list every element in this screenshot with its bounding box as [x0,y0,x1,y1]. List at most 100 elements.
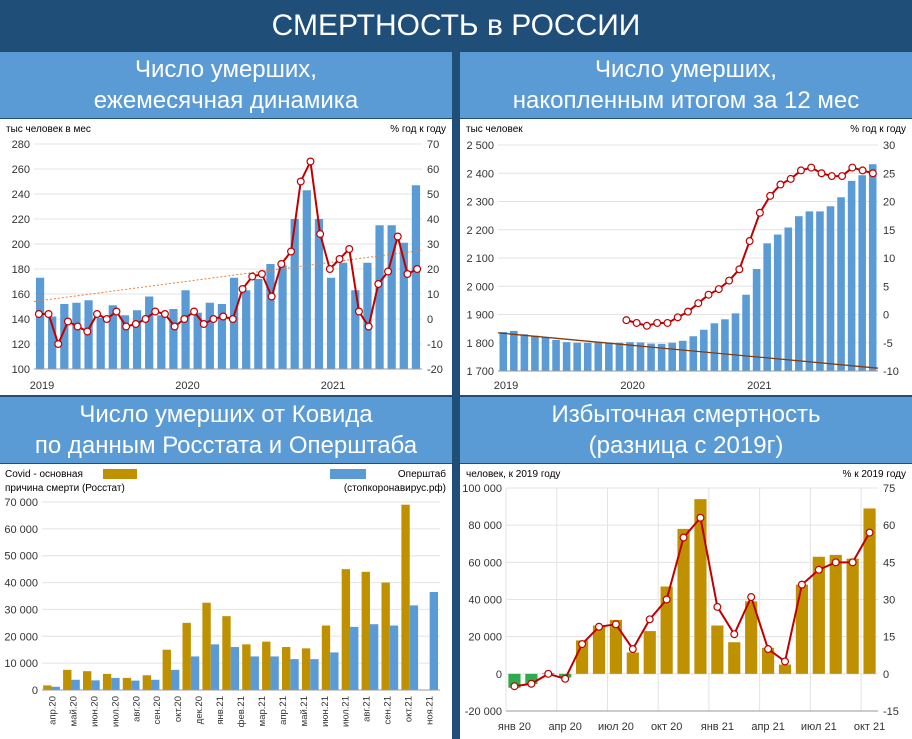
bar [868,164,877,371]
y-tick-label: 2 100 [466,253,494,265]
line-point [34,310,43,319]
x-tick-label: сен.20 [152,696,163,725]
bar [829,554,842,674]
y-tick-label: 2 400 [466,168,494,180]
bar [169,309,178,369]
chart-monthly: 100 120 140 160 180 200 220 240 260 280 -20 -10 0 10 2… [6,124,446,392]
bar [858,175,866,371]
bar-rosstat [182,622,191,690]
bar-operstab [131,680,140,690]
y-tick-label: 1 800 [466,338,494,350]
bar-rosstat [202,602,211,690]
bar-rosstat [281,647,291,690]
bar [689,336,698,371]
bar [626,652,639,674]
bar [60,304,69,369]
x-tick-label: янв 21 [701,721,734,733]
x-tick-label: апр 21 [751,721,784,733]
bar [826,206,835,371]
bar-operstab [170,669,180,690]
y-tick-label: 60 000 [4,524,38,536]
bar [339,262,348,369]
y-tick-label: 20 000 [468,632,502,644]
line-point [354,307,363,316]
line-point [209,315,218,324]
bar [594,342,603,371]
line-point [611,620,620,629]
bar-rosstat [341,569,351,690]
y2-tick-label: 0 [427,314,433,326]
line-point [364,322,373,331]
panel-header-line: Число умерших, [595,56,777,83]
panel-header-line: ежемесячная динамика [93,87,359,114]
line-point [595,622,604,631]
x-tick-label: мар.21 [257,696,268,726]
y2-tick-label: 5 [883,281,889,293]
y2-tick-label: 30 [883,595,895,607]
bar-operstab [250,656,259,690]
y2-tick-label: 0 [883,669,889,681]
y-tick-label: 260 [12,164,30,176]
y-tick-label: 180 [12,264,30,276]
x-tick-label: апр.20 [47,696,58,725]
bar [326,277,336,369]
bar [266,264,275,369]
bar [847,180,856,371]
bar [795,216,803,371]
line-point [622,316,631,325]
bar-rosstat [361,571,370,690]
bar [314,219,324,369]
y-tick-label: 140 [12,314,30,326]
bar [583,342,592,371]
bar [731,313,740,371]
y2-axis-unit: % год к году [390,124,446,135]
x-tick-label: июл 21 [801,721,837,733]
y2-axis-unit: % к 2019 году [843,469,906,480]
bar [499,332,508,371]
bar [254,279,263,369]
line-point [141,315,150,324]
line-point [827,172,836,181]
x-tick-label: сен.21 [383,696,394,725]
bar [728,642,741,674]
x-tick-label: окт 21 [854,721,885,733]
line-point [73,322,82,331]
line-point [776,180,785,189]
x-tick-label: дек.20 [194,696,205,724]
y-tick-label: 20 000 [4,631,38,643]
bar-rosstat [162,649,171,690]
y-tick-label: -20 000 [465,706,502,718]
x-tick-label: янв.21 [215,696,226,725]
bar [562,342,571,371]
line-point [848,558,857,567]
line-point [663,318,672,327]
x-tick-label: окт.20 [173,696,184,722]
line-point [219,312,228,321]
legend-label-rosstat: Covid - основная [5,469,83,480]
line-point [403,270,412,279]
x-tick-label: фев.21 [236,696,247,727]
line-point [325,265,334,274]
bar [700,329,708,371]
bar [363,262,372,369]
x-tick-label: июн.20 [89,696,100,727]
line-point [730,630,739,639]
panel-header-line: по данным Росстата и Оперштаба [34,432,418,459]
chart-panel-covid: 0 10 000 20 000 30 000 40 000 50 000 60 000 70 … [0,464,452,739]
x-tick-label: янв 20 [498,721,531,733]
x-tick-label: 2020 [175,380,199,392]
bar [773,234,782,371]
bar [668,342,676,371]
bar-operstab [369,624,379,690]
panel-header-line: (разница с 2019г) [588,432,784,459]
line-point [814,565,823,574]
bar [242,290,251,369]
bar [846,558,859,674]
y2-axis-unit: % год к году [850,124,906,135]
chart-panel-excess: -20 000 0 20 000 40 000 60 000 80 000 100 000 -… [460,464,912,739]
bar-operstab [230,647,240,690]
bar-operstab [190,656,200,690]
y2-tick-label: 30 [427,239,439,251]
line-point [696,513,705,522]
bar [837,197,845,371]
